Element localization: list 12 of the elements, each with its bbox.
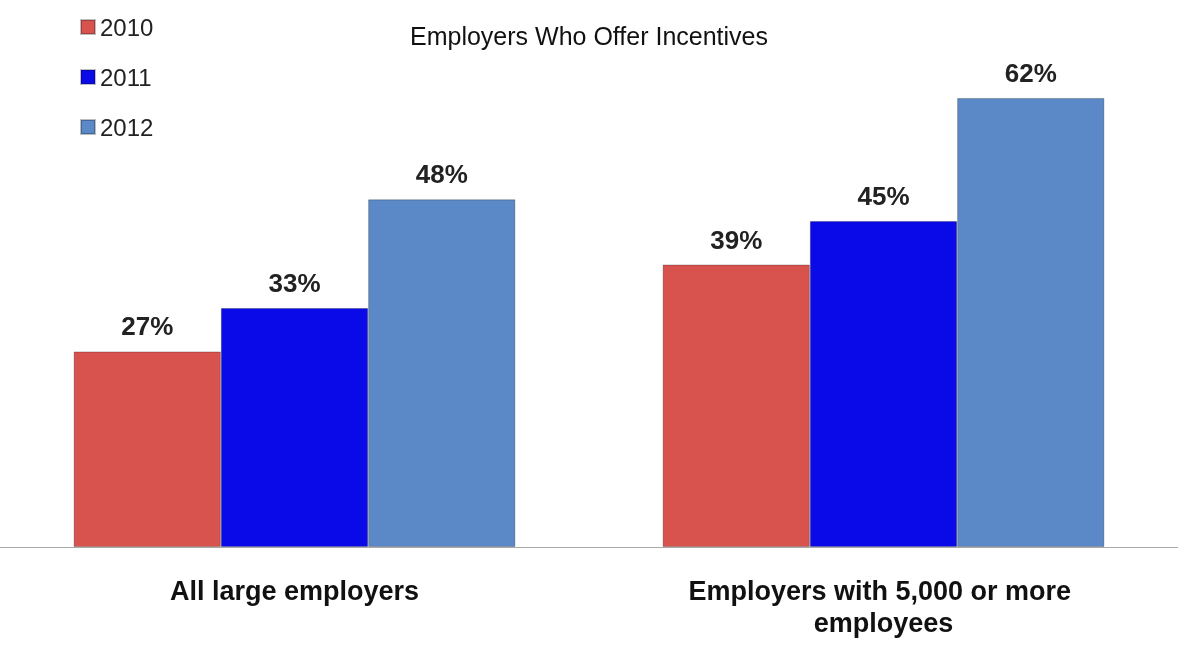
legend-label: 2010 — [100, 13, 154, 41]
chart-title: Employers Who Offer Incentives — [409, 21, 769, 50]
data-label: 48% — [415, 159, 468, 190]
data-label: 27% — [121, 311, 174, 342]
data-label: 33% — [268, 267, 321, 298]
data-label: 62% — [1004, 57, 1057, 88]
data-label: 45% — [857, 181, 910, 212]
data-label: 39% — [710, 224, 763, 255]
legend-label: 2012 — [100, 113, 154, 141]
x-tick-label: Employers with 5,000 or more employees — [688, 576, 1079, 638]
legend-label: 2011 — [100, 63, 152, 91]
x-tick-label: All large employers — [169, 576, 420, 606]
